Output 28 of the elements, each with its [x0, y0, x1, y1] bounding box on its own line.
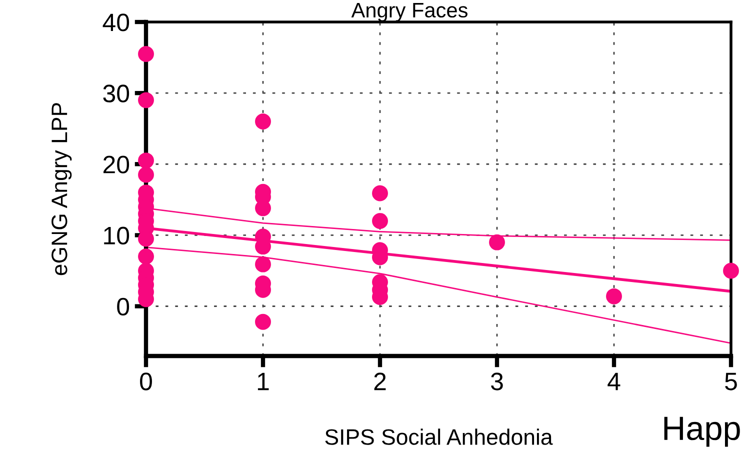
point: [723, 262, 739, 279]
y-tick-label: 20: [103, 156, 130, 174]
x-tick-label: 5: [725, 372, 737, 390]
x-tick-label: 0: [140, 372, 152, 390]
point: [372, 213, 388, 229]
x-tick-label: 1: [258, 372, 269, 390]
point: [138, 248, 154, 264]
y-tick-label: 30: [103, 84, 130, 102]
chart-title: Angry Faces: [351, 3, 468, 22]
x-tick-label: 2: [374, 372, 386, 390]
point: [138, 152, 154, 169]
point: [138, 166, 154, 183]
y-tick-label: 40: [102, 14, 130, 32]
y-tick-label: 10: [104, 226, 130, 244]
point: [138, 46, 154, 62]
point: [255, 314, 271, 330]
point: [606, 288, 622, 304]
y-tick-label: 0: [117, 298, 130, 316]
point: [138, 92, 154, 108]
x-tick-label: 3: [491, 372, 503, 390]
text: Happ: [664, 416, 740, 447]
x-tick-label: 4: [608, 372, 620, 390]
point: [489, 234, 505, 250]
y-axis-title: eGNG Angry LPP: [52, 103, 72, 276]
point: [255, 114, 271, 130]
point: [372, 185, 388, 202]
x-axis-title: SIPS Social Anhedonia: [325, 428, 553, 445]
point: [255, 256, 271, 272]
